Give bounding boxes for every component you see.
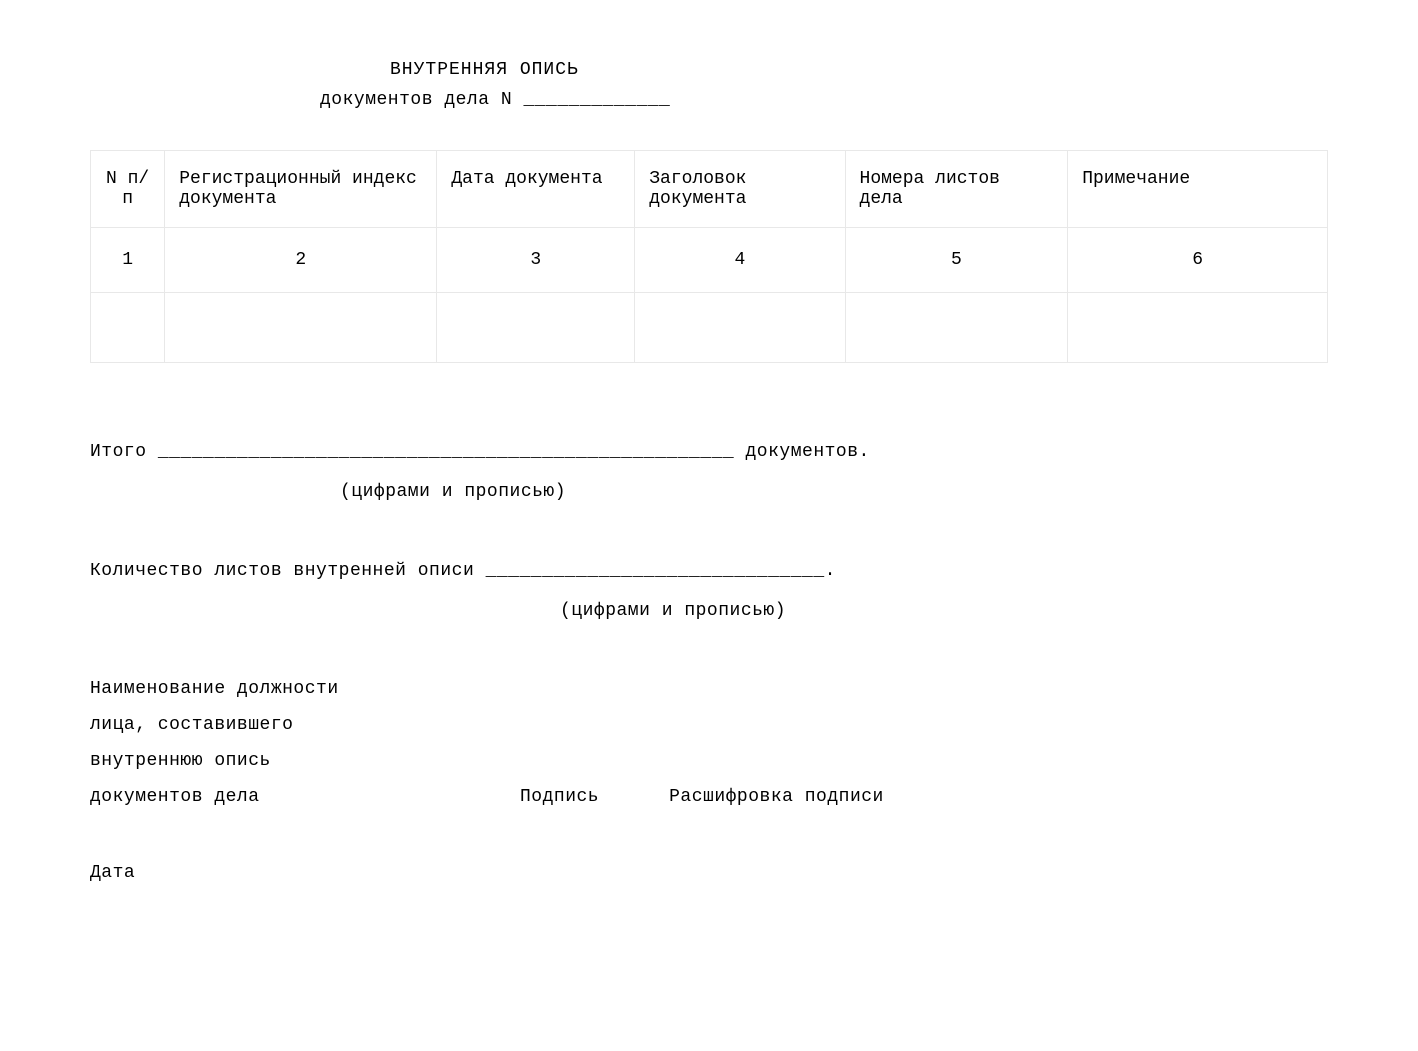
itogo-block: Итого __________________________________…	[90, 433, 1328, 512]
sign-label: Подпись	[520, 779, 599, 815]
totals-section: Итого __________________________________…	[90, 433, 1328, 631]
num-cell-4: 4	[635, 228, 845, 293]
col-header-1: N п/п	[91, 151, 165, 228]
position-line-1: Наименование должности	[90, 671, 1328, 707]
col-header-4: Заголовок документа	[635, 151, 845, 228]
subtitle-prefix: документов дела N	[320, 90, 523, 110]
itogo-line: Итого __________________________________…	[90, 433, 1328, 473]
itogo-suffix: документов.	[734, 442, 870, 462]
itogo-label: Итого	[90, 442, 158, 462]
position-line-2: лица, составившего	[90, 707, 1328, 743]
table-number-row: 1 2 3 4 5 6	[91, 228, 1328, 293]
table-header-row: N п/п Регистрационный индекс документа Д…	[91, 151, 1328, 228]
itogo-blank: ________________________________________…	[158, 442, 734, 462]
document-title: ВНУТРЕННЯЯ ОПИСЬ	[390, 60, 1328, 80]
signature-row: документов дела Подпись Расшифровка подп…	[90, 779, 1328, 815]
listov-line: Количество листов внутренней описи _____…	[90, 552, 1328, 592]
listov-hint: (цифрами и прописью)	[560, 592, 1328, 632]
num-cell-1: 1	[91, 228, 165, 293]
signature-section: Наименование должности лица, составившег…	[90, 671, 1328, 891]
position-line-3: внутреннюю опись	[90, 743, 1328, 779]
table-empty-row	[91, 293, 1328, 363]
col-header-6: Примечание	[1068, 151, 1328, 228]
listov-block: Количество листов внутренней описи _____…	[90, 552, 1328, 631]
col-header-3: Дата документа	[437, 151, 635, 228]
empty-cell	[1068, 293, 1328, 363]
subtitle-blank: _____________	[523, 90, 670, 110]
num-cell-5: 5	[845, 228, 1068, 293]
empty-cell	[635, 293, 845, 363]
col-header-5: Номера листов дела	[845, 151, 1068, 228]
num-cell-6: 6	[1068, 228, 1328, 293]
empty-cell	[91, 293, 165, 363]
listov-label: Количество листов внутренней описи	[90, 561, 486, 581]
col-header-2: Регистрационный индекс документа	[165, 151, 437, 228]
itogo-hint: (цифрами и прописью)	[340, 473, 1328, 513]
document-header: ВНУТРЕННЯЯ ОПИСЬ документов дела N _____…	[320, 60, 1328, 110]
num-cell-3: 3	[437, 228, 635, 293]
date-label: Дата	[90, 855, 1328, 891]
empty-cell	[845, 293, 1068, 363]
listov-blank: ______________________________	[486, 561, 825, 581]
decipher-label: Расшифровка подписи	[669, 779, 884, 815]
inventory-table: N п/п Регистрационный индекс документа Д…	[90, 150, 1328, 363]
position-line-4: документов дела	[90, 779, 450, 815]
num-cell-2: 2	[165, 228, 437, 293]
empty-cell	[437, 293, 635, 363]
listov-suffix: .	[825, 561, 836, 581]
empty-cell	[165, 293, 437, 363]
document-subtitle-line: документов дела N _____________	[320, 90, 1328, 110]
